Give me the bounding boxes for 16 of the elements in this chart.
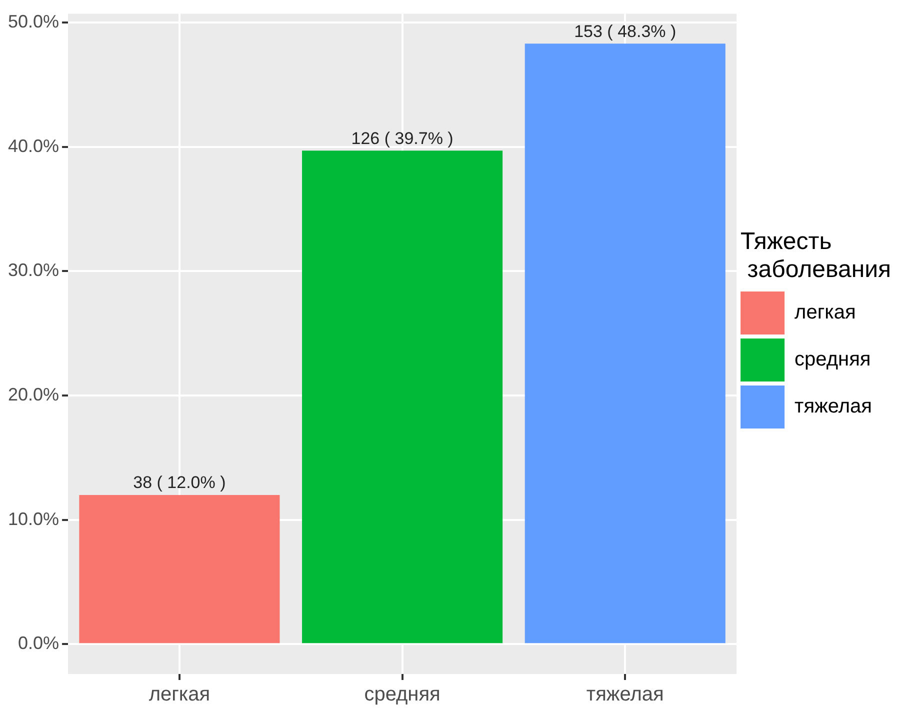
y-tick-label: 0.0% [18,633,60,654]
x-tick-label: легкая [148,684,210,706]
data-label: 126 ( 39.7% ) [351,128,454,148]
y-tick-label: 50.0% [8,11,60,32]
data-label: 38 ( 12.0% ) [133,473,226,492]
y-tick-label: 20.0% [8,384,60,404]
x-tick-label: средняя [364,684,440,706]
legend-label: тяжелая [794,396,872,418]
legend-label: легкая [794,302,856,324]
x-tick-label: тяжелая [586,684,664,706]
data-label: 153 ( 48.3% ) [574,22,676,41]
legend-label: средняя [794,348,871,371]
y-tick-label: 30.0% [8,260,60,280]
y-tick-label: 40.0% [8,136,60,156]
legend-title: Тяжесть заболевания [740,228,891,284]
y-tick-label: 10.0% [8,508,60,529]
